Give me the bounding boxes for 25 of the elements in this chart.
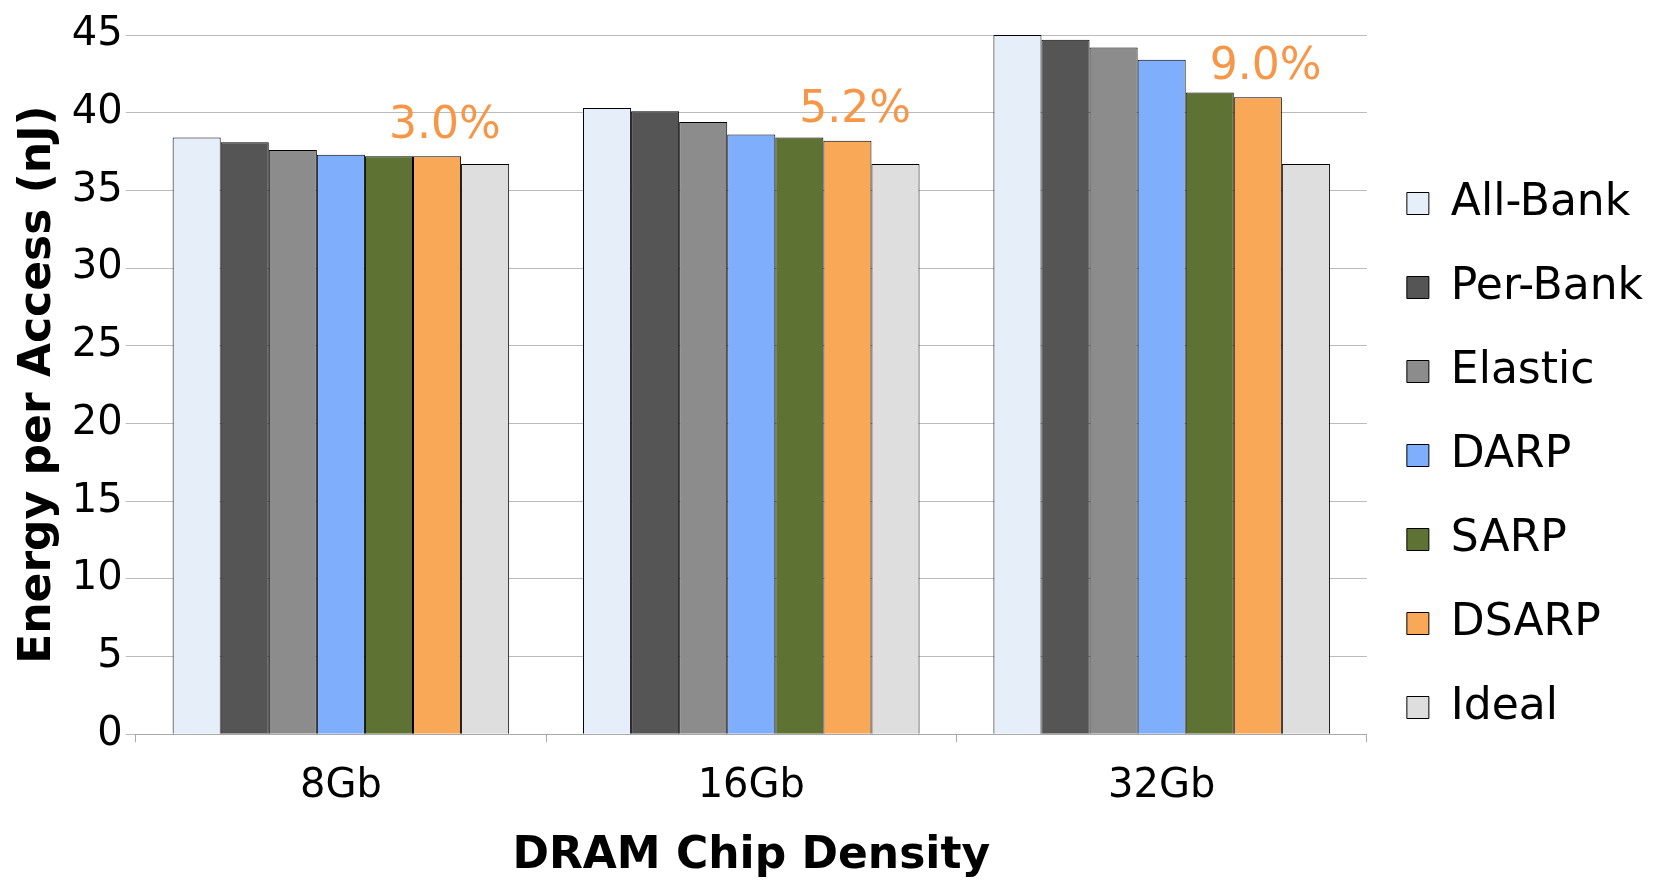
legend-label: DSARP (1450, 593, 1601, 645)
y-tick-label: 5 (97, 629, 123, 676)
y-axis-title: Energy per Access (nJ) (8, 105, 60, 664)
legend-label: SARP (1450, 509, 1567, 561)
x-axis-title: DRAM Chip Density (512, 827, 991, 879)
x-tick-label: 16Gb (697, 759, 805, 806)
annotation: 9.0% (1209, 37, 1322, 89)
legend-label: DARP (1450, 425, 1572, 477)
y-tick-label: 20 (71, 396, 123, 443)
y-tick-label: 0 (97, 707, 123, 754)
legend-label: All-Bank (1450, 173, 1631, 225)
y-tick-label: 35 (71, 163, 123, 210)
y-tick-label: 30 (71, 241, 123, 288)
x-tick-label: 8Gb (299, 759, 382, 806)
annotation: 5.2% (799, 81, 912, 133)
y-tick-label: 10 (71, 552, 123, 599)
annotation: 3.0% (388, 96, 501, 148)
legend-label: Per-Bank (1450, 257, 1644, 309)
legend-label: Ideal (1450, 677, 1559, 729)
legend-label: Elastic (1450, 341, 1595, 393)
y-tick-label: 45 (71, 8, 123, 55)
y-tick-label: 40 (71, 86, 123, 133)
y-tick-label: 15 (71, 474, 123, 521)
x-tick-label: 32Gb (1108, 759, 1216, 806)
y-tick-label: 25 (71, 319, 123, 366)
